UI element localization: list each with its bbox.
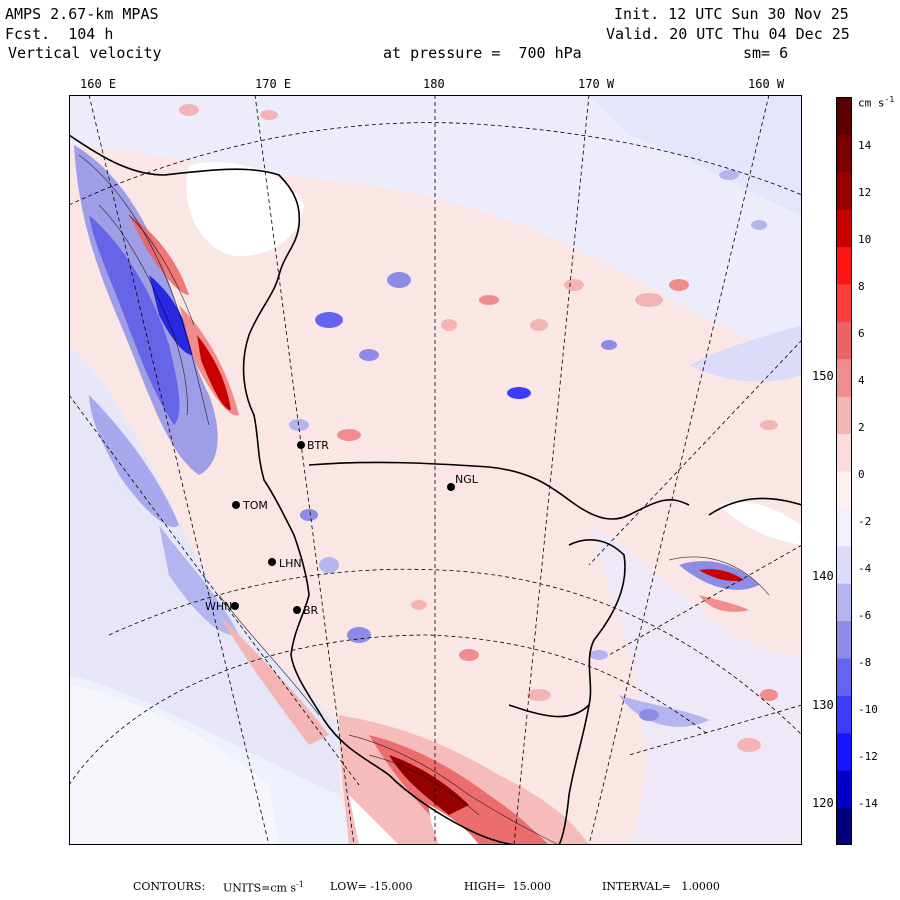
colorbar-frame [836, 97, 852, 845]
station-label-br: BR [303, 604, 319, 617]
colorbar-swatch [836, 770, 852, 809]
field-name: Vertical velocity [8, 44, 162, 62]
colorbar-tick-label: 0 [858, 468, 865, 481]
station-markers: NGL BTR TOM LHN WHN BR [205, 439, 479, 617]
colorbar-tick-label: 12 [858, 186, 872, 199]
upslope-band-3 [219, 615, 329, 745]
colorbar-swatch [836, 695, 852, 734]
colorbar-tick-label: 10 [858, 233, 872, 246]
colorbar-tick-label: 14 [858, 139, 872, 152]
colorbar-tick-label: -2 [858, 515, 872, 528]
lon-label-170e: 170 E [255, 77, 292, 91]
colorbar-tick-label: 8 [858, 280, 865, 293]
colorbar-swatch [836, 583, 852, 622]
colorbar-tick-label: -14 [858, 797, 878, 810]
blank-terrain-1 [349, 795, 399, 845]
footer-high: HIGH= 15.000 [464, 880, 552, 893]
station-label-ngl: NGL [455, 473, 479, 486]
colorbar-swatch [836, 471, 852, 509]
upslope-band-5 [369, 735, 549, 845]
station-dot-btr [297, 441, 305, 449]
plateau-low [69, 685, 279, 845]
footer-interval: INTERVAL= 1.0000 [602, 880, 720, 893]
graticule [69, 95, 802, 845]
station-label-lhn: LHN [279, 557, 302, 570]
station-dot-ngl [447, 483, 455, 491]
colorbar-tick-label: -12 [858, 750, 878, 763]
colorbar-swatch [836, 396, 852, 435]
downslope-band-2 [89, 215, 180, 425]
colorbar-swatch [836, 545, 852, 584]
lon-label-170w: 170 W [578, 77, 615, 91]
colorbar-tick-label: -6 [858, 609, 872, 622]
weak-negative-field-north [69, 95, 802, 355]
pressure-level: at pressure = 700 hPa [383, 44, 582, 62]
weak-negative-field-ne [589, 95, 802, 215]
station-dot-tom [232, 501, 240, 509]
colorbar-tick-label: -4 [858, 562, 872, 575]
colorbar-swatch [836, 620, 852, 659]
model-title: AMPS 2.67-km MPAS [5, 5, 159, 23]
colorbar-swatch [836, 433, 852, 472]
station-label-btr: BTR [307, 439, 329, 452]
footer-contours: CONTOURS: [133, 880, 206, 893]
station-dot-lhn [268, 558, 276, 566]
downslope-band-4 [159, 525, 239, 636]
convective-cells [179, 104, 778, 752]
station-label-tom: TOM [242, 499, 268, 512]
colorbar [836, 97, 852, 845]
map-panel: NGL BTR TOM LHN WHN BR [69, 95, 802, 845]
forecast-hour: Fcst. 104 h [5, 25, 114, 43]
colorbar-swatch [836, 508, 852, 547]
colorbar-swatch [836, 171, 852, 210]
coastline [69, 134, 802, 845]
colorbar-swatch [836, 807, 852, 845]
upslope-core-1 [197, 335, 231, 411]
colorbar-swatch [836, 246, 852, 285]
downslope-band-6 [689, 325, 802, 382]
lon-label-160w: 160 W [748, 77, 785, 91]
colorbar-swatch [836, 358, 852, 397]
colorbar-tick-label: -10 [858, 703, 878, 716]
footer-units: UNITS=cm s-1 [223, 880, 304, 895]
colorbar-swatch [836, 97, 852, 135]
colorbar-tick-label: 6 [858, 327, 865, 340]
colorbar-swatch [836, 134, 852, 173]
colorbar-swatch [836, 284, 852, 322]
contour-lines [78, 154, 770, 845]
colorbar-swatch [836, 732, 852, 771]
smoothing-value: sm= 6 [743, 44, 789, 62]
downslope-band-3 [89, 395, 179, 527]
footer-units-text: UNITS=cm s [223, 881, 297, 895]
colorbar-units-exp: -1 [884, 95, 895, 104]
lon-label-160e: 160 E [80, 77, 117, 91]
downslope-core [149, 275, 194, 356]
upslope-band-6 [699, 595, 749, 612]
lon-label-180: 180 [423, 77, 445, 91]
station-label-whn: WHN [205, 600, 232, 613]
upslope-band-2 [129, 215, 189, 295]
colorbar-swatch [836, 209, 852, 248]
station-dot-whn [231, 602, 239, 610]
map-frame [69, 95, 802, 845]
weak-negative-field-se [589, 525, 802, 845]
blank-terrain-3 [719, 502, 802, 545]
colorbar-swatch [836, 658, 852, 696]
footer-low: LOW= -15.000 [330, 880, 413, 893]
station-dot-br [293, 606, 301, 614]
colorbar-tick-label: 4 [858, 374, 865, 387]
colorbar-units-text: cm s [858, 96, 885, 110]
colorbar-units: cm s-1 [858, 95, 894, 110]
valid-time: Valid. 20 UTC Thu 04 Dec 25 [606, 25, 850, 43]
colorbar-tick-label: 2 [858, 421, 865, 434]
init-time: Init. 12 UTC Sun 30 Nov 25 [614, 5, 849, 23]
upslope-core-2 [389, 755, 469, 815]
footer-units-exp: -1 [296, 880, 304, 889]
plateau-blank [186, 162, 304, 256]
colorbar-tick-label: -8 [858, 656, 872, 669]
upslope-core-3 [699, 569, 744, 581]
colorbar-swatch [836, 321, 852, 360]
